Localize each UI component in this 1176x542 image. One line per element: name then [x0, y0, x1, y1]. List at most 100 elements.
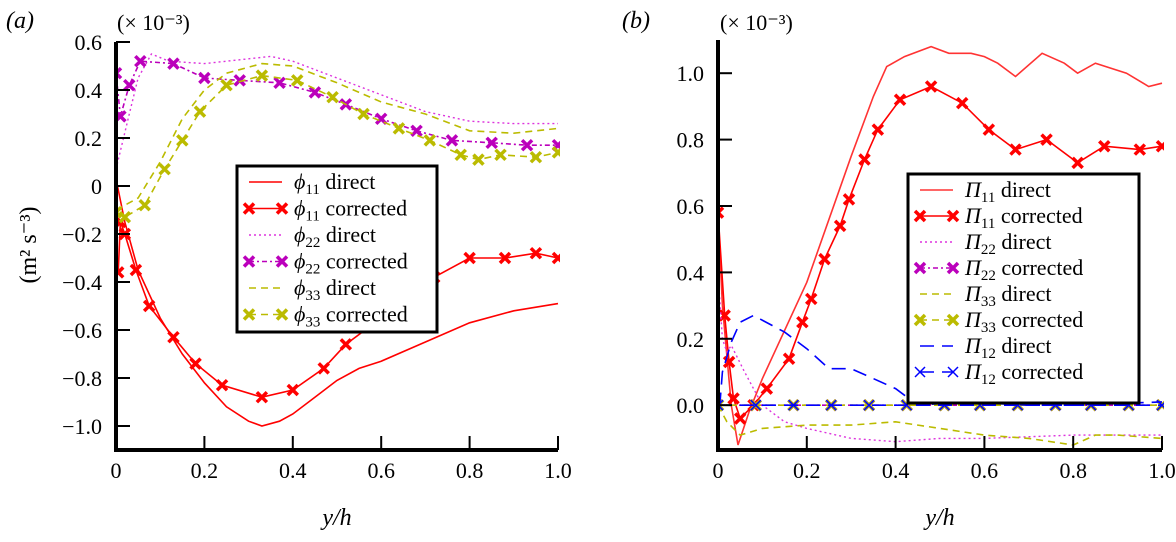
marker-stroke [317, 362, 330, 375]
data-point-marker [796, 315, 809, 329]
legend-symbol: Π [964, 203, 982, 228]
data-point-marker [529, 150, 543, 164]
marker-stroke [842, 193, 856, 206]
legend-label: Π22 corrected [964, 255, 1083, 284]
data-point-marker [326, 90, 339, 104]
marker-stroke [142, 299, 156, 313]
marker-stroke [472, 153, 485, 166]
data-point-marker [733, 412, 747, 425]
y-tick-label: 0.8 [677, 128, 705, 153]
legend-symbol: Π [964, 307, 982, 332]
data-point-marker [116, 206, 123, 219]
marker-stroke [242, 308, 256, 321]
marker-stroke [339, 338, 353, 351]
data-point-marker [1009, 143, 1022, 156]
marker-stroke [787, 399, 800, 411]
marker-stroke [913, 261, 927, 275]
y-tick-label: 0.6 [677, 194, 705, 219]
legend-subscript: 12 [981, 372, 996, 388]
data-point-marker [357, 107, 370, 121]
marker-stroke [718, 206, 725, 216]
data-point-marker [551, 146, 560, 159]
legend-symbol: ϕ [294, 302, 305, 327]
legend-name: corrected [996, 359, 1083, 384]
data-point-marker [290, 74, 304, 87]
data-point-marker [520, 138, 534, 152]
marker-stroke [158, 162, 171, 176]
marker-stroke [750, 399, 762, 411]
data-point-marker [787, 399, 800, 411]
y-tick-label: 0.0 [677, 393, 705, 418]
data-point-marker [167, 330, 180, 344]
legend-label: Π22 direct [964, 229, 1051, 258]
marker-stroke [733, 412, 747, 425]
legend-swatch-marker [913, 313, 927, 327]
legend-symbol: ϕ [294, 196, 305, 221]
x-tick-label: 0.2 [793, 458, 821, 483]
legend-subscript: 22 [305, 235, 320, 251]
x-tick-label: 0.4 [279, 458, 307, 483]
legend-name: corrected [996, 307, 1083, 332]
legend-entry: Π22 direct [920, 229, 1051, 258]
data-point-marker [818, 252, 831, 266]
legend-label: ϕ22 corrected [294, 249, 408, 278]
marker-stroke [1098, 139, 1111, 153]
legend-subscript: 22 [305, 262, 320, 278]
marker-stroke [955, 96, 969, 110]
legend-swatch-marker [913, 209, 927, 223]
marker-stroke [357, 107, 370, 121]
marker-stroke [326, 90, 339, 104]
marker-stroke [116, 209, 123, 219]
panel-a-ylabel: (m² s⁻³) [16, 206, 42, 283]
marker-stroke [520, 138, 534, 152]
marker-stroke [134, 54, 147, 68]
data-point-marker [233, 74, 246, 87]
marker-stroke [116, 266, 125, 278]
data-point-marker [339, 338, 353, 351]
marker-stroke [1009, 143, 1022, 156]
marker-stroke [123, 78, 136, 92]
data-point-marker [176, 134, 189, 147]
data-point-marker [924, 80, 938, 93]
marker-stroke [760, 382, 774, 395]
marker-stroke [275, 202, 289, 215]
marker-stroke [947, 366, 959, 378]
y-tick-label: −0.8 [62, 366, 102, 391]
marker-stroke [116, 206, 123, 215]
marker-stroke [818, 252, 831, 266]
marker-stroke [138, 198, 151, 212]
marker-stroke [1071, 156, 1084, 170]
marker-stroke [215, 378, 229, 392]
y-tick-label: 0.6 [75, 30, 103, 55]
legend-symbol: Π [964, 177, 982, 202]
marker-stroke [255, 390, 269, 404]
legend-box [235, 164, 439, 334]
legend-label: Π11 direct [964, 177, 1051, 206]
data-point-marker [193, 105, 207, 118]
data-point-marker [782, 352, 796, 365]
legend-subscript: 11 [305, 209, 319, 225]
series-group [116, 53, 560, 427]
legend-entry: ϕ33 direct [249, 275, 376, 304]
panel-a-multiplier: (× 10⁻³) [117, 10, 190, 35]
marker-stroke [176, 134, 189, 147]
marker-stroke [242, 202, 256, 215]
x-tick-label: 0.8 [1059, 458, 1087, 483]
legend-entry: ϕ22 corrected [242, 249, 408, 278]
x-tick-label: 0 [713, 458, 724, 483]
marker-stroke [498, 251, 512, 265]
marker-stroke [116, 70, 123, 80]
legend-symbol: Π [964, 229, 982, 254]
marker-stroke [193, 105, 207, 118]
legend-swatch-marker [275, 308, 289, 321]
legend-subscript: 11 [981, 190, 995, 206]
marker-stroke [946, 209, 960, 223]
marker-stroke [858, 153, 871, 166]
x-tick-label: 0.6 [367, 458, 395, 483]
legend-symbol: Π [964, 281, 982, 306]
legend-swatch-marker [913, 261, 927, 275]
data-point-marker [129, 263, 143, 277]
legend-label: ϕ33 corrected [294, 302, 408, 331]
panel-b-xlabel: y/h [923, 505, 954, 531]
